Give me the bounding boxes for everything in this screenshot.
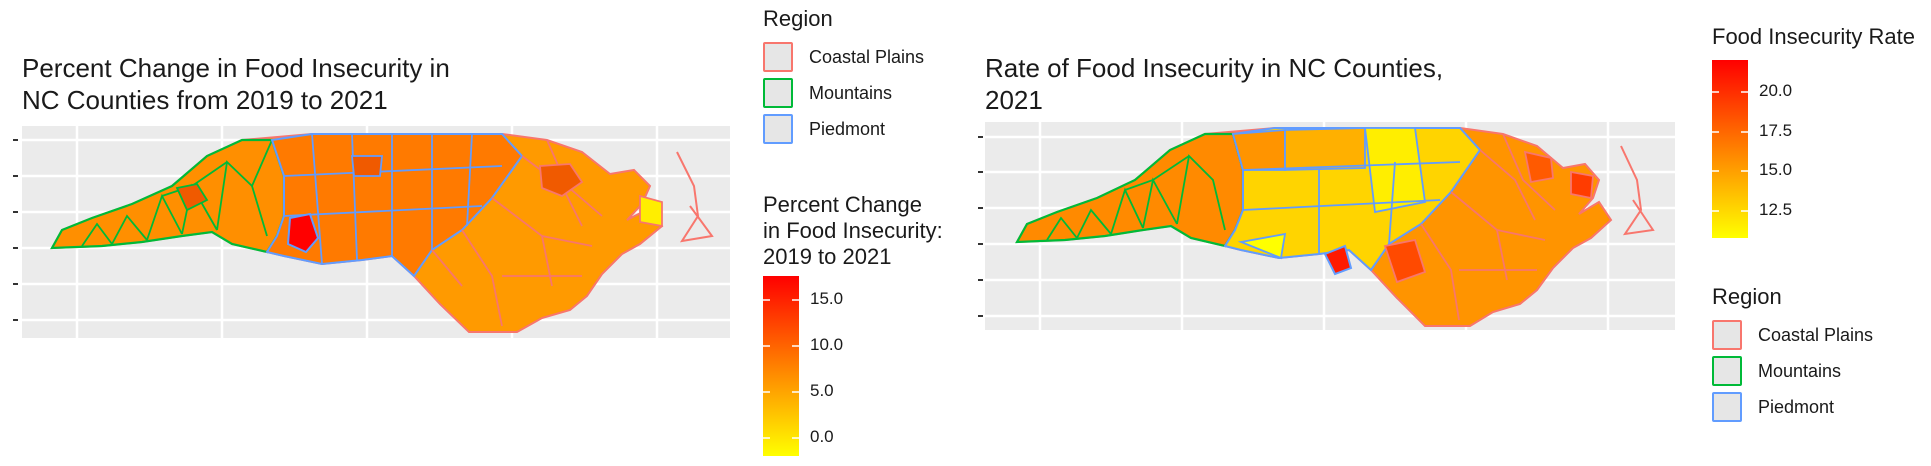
legend-key-piedmont: [763, 114, 793, 144]
colorbar-tick-label: 10.0: [810, 335, 844, 354]
map2-legend-item-piedmont: Piedmont: [1712, 392, 1834, 422]
map1-legend-item-mountains: Mountains: [763, 78, 892, 108]
map2-svg: [985, 122, 1675, 330]
colorbar-tick-label: 15.0: [1759, 160, 1793, 179]
map2-region-legend-title: Region: [1712, 284, 1782, 309]
map1-title: Percent Change in Food Insecurity in NC …: [22, 53, 450, 115]
legend-key-mountains: [1712, 356, 1742, 386]
legend-key-piedmont: [1712, 392, 1742, 422]
map2-fill-legend-title: Food Insecurity Rate: [1712, 24, 1915, 49]
map1-legend-item-coastal: Coastal Plains: [763, 42, 924, 72]
map1-colorbar: [763, 276, 799, 456]
colorbar-tick-label: 15.0: [810, 289, 844, 308]
map2-outer-banks: [1620, 145, 1655, 236]
colorbar-tick-label: 20.0: [1759, 81, 1793, 100]
legend-key-coastal: [1712, 320, 1742, 350]
map2-legend-item-coastal: Coastal Plains: [1712, 320, 1873, 350]
map1-hotspot-county: [286, 212, 320, 254]
map1-panel: [22, 126, 730, 338]
colorbar-tick-label: 0.0: [810, 427, 834, 446]
legend-label: Mountains: [1758, 360, 1842, 381]
legend-key-coastal: [763, 42, 793, 72]
map1-yticks: [13, 139, 18, 321]
map1-outer-banks: [676, 151, 714, 243]
map1-fill-legend-title: Percent Change in Food Insecurity: 2019 …: [763, 192, 943, 269]
map1-region-legend-title: Region: [763, 6, 833, 31]
legend-label: Mountains: [809, 82, 893, 103]
legend-key-mountains: [763, 78, 793, 108]
map2-colorbar: [1712, 60, 1748, 238]
map1-legend-item-piedmont: Piedmont: [763, 114, 885, 144]
legend-label: Coastal Plains: [1758, 324, 1874, 345]
map2-legend-item-mountains: Mountains: [1712, 356, 1841, 386]
map2-panel: [985, 122, 1675, 330]
map1-svg: [22, 126, 730, 338]
map1-piedmont: [265, 133, 524, 278]
colorbar-tick-label: 12.5: [1759, 200, 1793, 219]
legend-label: Coastal Plains: [809, 46, 925, 67]
colorbar-tick-label: 17.5: [1759, 121, 1793, 140]
map2-hotspot-county: [1323, 244, 1353, 276]
map2-title: Rate of Food Insecurity in NC Counties, …: [985, 53, 1444, 115]
legend-label: Piedmont: [809, 118, 886, 139]
legend-label: Piedmont: [1758, 396, 1835, 417]
colorbar-tick-label: 5.0: [810, 381, 834, 400]
